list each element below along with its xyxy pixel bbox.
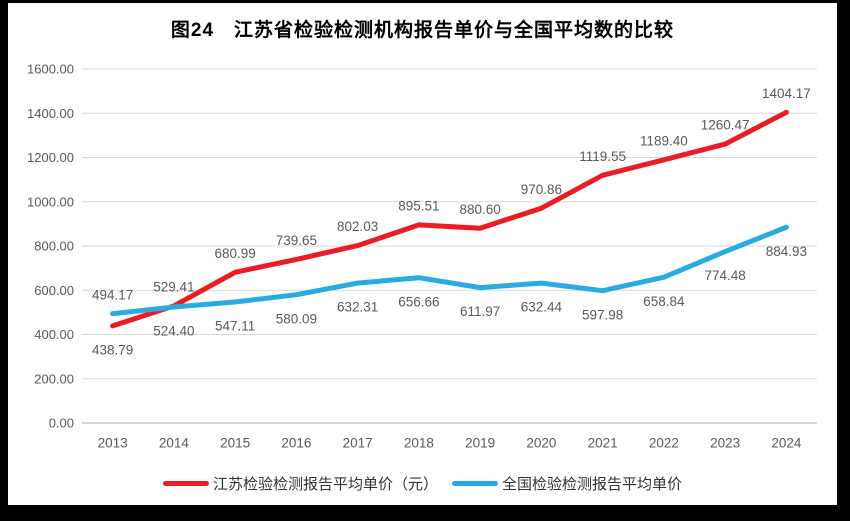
data-label: 524.40 — [153, 324, 194, 339]
series-line-jiangsu — [110, 109, 789, 329]
x-axis-tick-label: 2020 — [526, 436, 556, 451]
y-axis-tick-label: 1000.00 — [27, 194, 74, 209]
x-axis-tick-label: 2019 — [465, 436, 495, 451]
legend-label-jiangsu: 江苏检验检测报告平均单价（元） — [212, 476, 438, 493]
x-axis-tick-label: 2016 — [281, 436, 311, 451]
y-axis-tick-label: 1200.00 — [27, 150, 74, 165]
data-label: 774.48 — [704, 268, 745, 283]
data-label: 1119.55 — [579, 149, 626, 164]
y-axis-tick-label: 200.00 — [34, 371, 74, 386]
data-label: 632.31 — [337, 300, 378, 315]
data-label: 880.60 — [459, 202, 500, 217]
y-axis-tick-label: 400.00 — [34, 327, 74, 342]
x-axis-tick-label: 2015 — [220, 436, 250, 451]
data-label: 680.99 — [214, 246, 255, 261]
x-axis-tick-label: 2023 — [710, 436, 740, 451]
series-line-national — [110, 224, 789, 317]
y-axis-tick-label: 0.00 — [49, 416, 74, 431]
data-label: 895.51 — [398, 198, 439, 213]
legend-label-national: 全国检验检测报告平均单价 — [502, 476, 683, 493]
data-label: 884.93 — [766, 244, 807, 259]
legend-item-jiangsu: 江苏检验检测报告平均单价（元） — [162, 473, 438, 494]
data-label: 970.86 — [521, 182, 562, 197]
data-label: 580.09 — [276, 311, 317, 326]
data-label: 739.65 — [276, 233, 317, 248]
legend-dash-jiangsu-icon — [162, 481, 209, 486]
data-label: 658.84 — [643, 294, 685, 309]
data-label: 611.97 — [460, 304, 500, 319]
y-axis-tick-label: 1400.00 — [27, 106, 74, 121]
chart-panel: 图24 江苏省检验检测机构报告单价与全国平均数的比较 0.00 200.00 400… — [8, 3, 837, 505]
chart-title: 图24 江苏省检验检测机构报告单价与全国平均数的比较 — [170, 20, 675, 41]
data-label: 1404.17 — [762, 86, 811, 101]
data-label: 547.11 — [215, 319, 255, 334]
x-axis-tick-label: 2013 — [98, 436, 128, 451]
data-label: 656.66 — [398, 294, 439, 309]
data-label: 1189.40 — [640, 133, 688, 148]
line-chart: 0.00 200.00 400.00 600.00 800.00 1000.00 1200.… — [27, 62, 817, 451]
data-label: 438.79 — [92, 343, 133, 358]
x-axis-tick-label: 2022 — [649, 436, 679, 451]
x-axis-tick-label: 2024 — [771, 436, 802, 451]
x-axis-tick-label: 2018 — [404, 436, 434, 451]
data-label: 802.03 — [337, 219, 378, 234]
y-axis-tick-label: 600.00 — [34, 283, 74, 298]
legend-dash-national-icon — [452, 481, 498, 486]
x-axis-tick-label: 2014 — [159, 436, 190, 451]
x-axis-tick-label: 2017 — [343, 436, 373, 451]
chart-legend: 江苏检验检测报告平均单价（元） 全国检验检测报告平均单价 — [8, 473, 837, 494]
y-axis-tick-label: 800.00 — [34, 239, 74, 254]
data-label: 597.98 — [582, 307, 623, 322]
data-label: 494.17 — [92, 287, 133, 302]
y-axis-tick-label: 1600.00 — [27, 62, 74, 77]
x-axis-tick-label: 2021 — [588, 436, 618, 451]
data-label: 1260.47 — [701, 118, 750, 133]
legend-item-national: 全国检验检测报告平均单价 — [452, 473, 682, 494]
data-label: 632.44 — [521, 300, 563, 315]
data-label: 529.41 — [153, 279, 194, 294]
